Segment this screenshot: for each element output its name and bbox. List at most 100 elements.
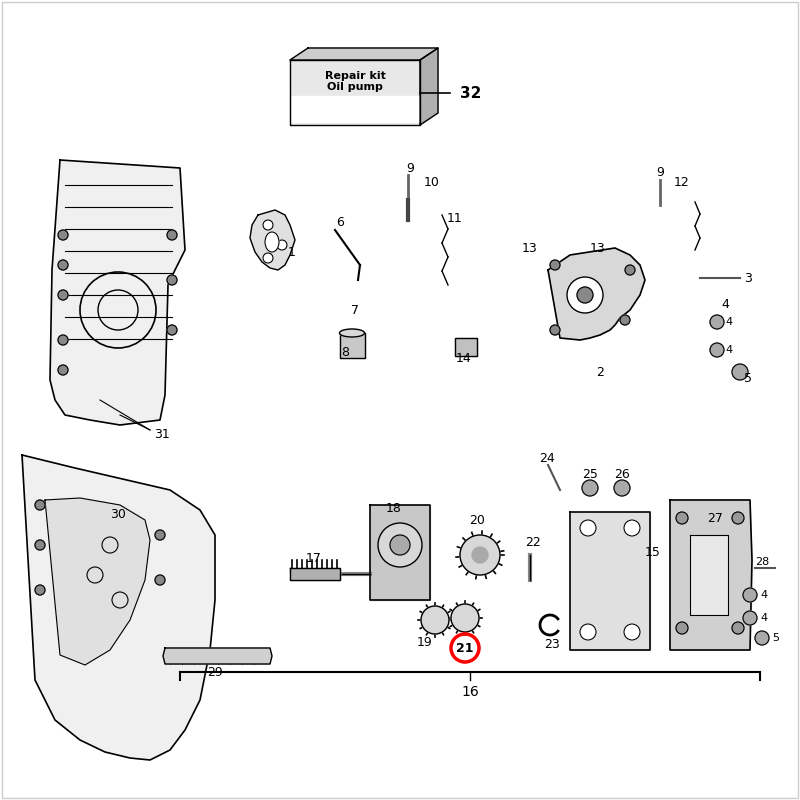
Text: 19: 19 <box>417 637 433 650</box>
Circle shape <box>580 520 596 536</box>
Text: 14: 14 <box>456 351 472 365</box>
Circle shape <box>451 604 479 632</box>
Polygon shape <box>340 333 365 358</box>
Text: 13: 13 <box>522 242 538 254</box>
Text: 4: 4 <box>725 317 732 327</box>
Circle shape <box>550 325 560 335</box>
Circle shape <box>35 540 45 550</box>
Text: 12: 12 <box>674 177 690 190</box>
Text: 31: 31 <box>154 429 170 442</box>
Polygon shape <box>45 498 150 665</box>
Polygon shape <box>292 96 418 122</box>
Circle shape <box>58 365 68 375</box>
Circle shape <box>472 547 488 563</box>
Circle shape <box>378 523 422 567</box>
Circle shape <box>155 530 165 540</box>
Polygon shape <box>548 248 645 340</box>
Circle shape <box>155 575 165 585</box>
Circle shape <box>743 588 757 602</box>
Circle shape <box>550 260 560 270</box>
Text: 21: 21 <box>456 642 474 654</box>
Text: 27: 27 <box>707 511 723 525</box>
Text: 23: 23 <box>544 638 560 650</box>
Polygon shape <box>690 535 728 615</box>
Circle shape <box>620 315 630 325</box>
Circle shape <box>755 631 769 645</box>
Circle shape <box>263 220 273 230</box>
Text: 22: 22 <box>525 537 541 550</box>
Polygon shape <box>50 160 185 425</box>
Text: 2: 2 <box>596 366 604 378</box>
Circle shape <box>263 253 273 263</box>
Text: 4: 4 <box>760 590 767 600</box>
Circle shape <box>58 230 68 240</box>
Text: 17: 17 <box>306 551 322 565</box>
Circle shape <box>732 512 744 524</box>
Circle shape <box>167 325 177 335</box>
Text: 20: 20 <box>469 514 485 527</box>
Circle shape <box>35 500 45 510</box>
Circle shape <box>58 335 68 345</box>
Text: 7: 7 <box>351 303 359 317</box>
Circle shape <box>614 480 630 496</box>
Text: 15: 15 <box>645 546 661 559</box>
Circle shape <box>624 624 640 640</box>
Text: 16: 16 <box>461 685 479 699</box>
Text: 18: 18 <box>386 502 402 515</box>
Text: 1: 1 <box>288 246 296 258</box>
Text: 5: 5 <box>772 633 779 643</box>
Circle shape <box>35 585 45 595</box>
Text: 29: 29 <box>207 666 223 678</box>
Text: 6: 6 <box>336 215 344 229</box>
Text: 11: 11 <box>447 211 463 225</box>
Text: 24: 24 <box>539 453 555 466</box>
Polygon shape <box>370 505 430 600</box>
Circle shape <box>710 315 724 329</box>
Circle shape <box>676 622 688 634</box>
Circle shape <box>732 622 744 634</box>
Polygon shape <box>22 455 215 760</box>
Ellipse shape <box>265 232 279 252</box>
Text: 9: 9 <box>656 166 664 179</box>
Circle shape <box>167 230 177 240</box>
Circle shape <box>390 535 410 555</box>
Text: 26: 26 <box>614 467 630 481</box>
Circle shape <box>625 265 635 275</box>
Circle shape <box>167 275 177 285</box>
Polygon shape <box>163 648 272 664</box>
Text: 4: 4 <box>725 345 732 355</box>
Circle shape <box>710 343 724 357</box>
Text: 8: 8 <box>341 346 349 358</box>
Circle shape <box>567 277 603 313</box>
Circle shape <box>580 624 596 640</box>
Circle shape <box>421 606 449 634</box>
Circle shape <box>743 611 757 625</box>
Text: 28: 28 <box>755 557 769 567</box>
Text: 10: 10 <box>424 177 440 190</box>
Circle shape <box>624 520 640 536</box>
Circle shape <box>277 240 287 250</box>
Text: 30: 30 <box>110 509 126 522</box>
Text: 32: 32 <box>460 86 482 101</box>
Circle shape <box>58 290 68 300</box>
Circle shape <box>460 535 500 575</box>
Polygon shape <box>290 60 420 125</box>
Polygon shape <box>570 512 650 650</box>
Polygon shape <box>290 568 340 580</box>
Text: 25: 25 <box>582 467 598 481</box>
Circle shape <box>58 260 68 270</box>
Circle shape <box>732 364 748 380</box>
Bar <box>455 338 477 356</box>
Polygon shape <box>290 48 438 60</box>
Polygon shape <box>670 500 752 650</box>
Text: 4: 4 <box>721 298 729 311</box>
Text: Oil pump: Oil pump <box>327 82 383 92</box>
Text: 9: 9 <box>406 162 414 174</box>
Polygon shape <box>420 48 438 125</box>
Text: 4: 4 <box>760 613 767 623</box>
Text: 13: 13 <box>590 242 606 254</box>
Bar <box>455 338 477 356</box>
Text: 3: 3 <box>744 271 752 285</box>
Text: Repair kit: Repair kit <box>325 71 386 82</box>
Polygon shape <box>250 210 295 270</box>
